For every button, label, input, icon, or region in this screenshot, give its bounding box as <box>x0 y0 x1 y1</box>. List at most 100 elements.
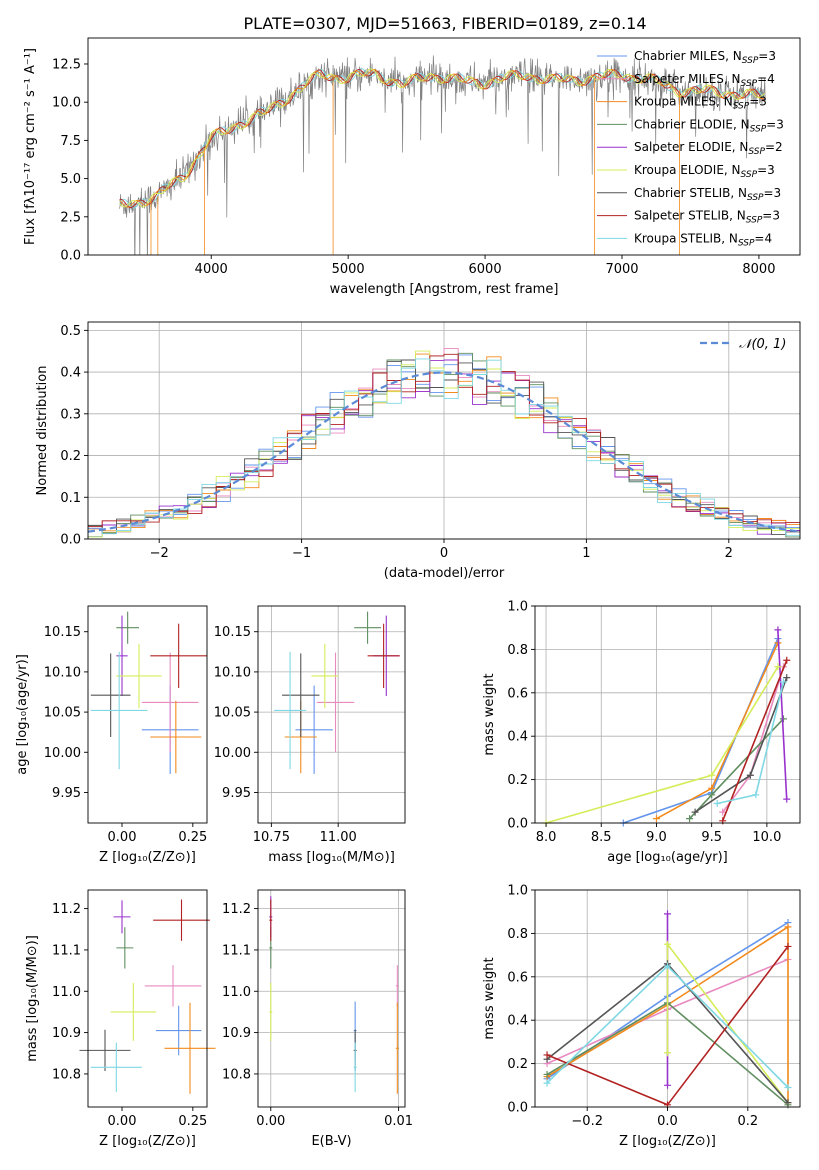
axes-frame <box>257 605 406 824</box>
weight-marker <box>719 808 727 816</box>
x-tick-label: 0.25 <box>178 830 207 845</box>
weight-marker <box>784 1083 792 1091</box>
legend-entry-subscript: SSP <box>733 102 750 112</box>
y-tick-label: 1.0 <box>507 600 528 615</box>
y-tick-label: 10.00 <box>214 746 251 761</box>
y-tick-label: 0.1 <box>60 491 81 506</box>
weight-marker <box>664 962 671 970</box>
x-axis-label: Z [log₁₀(Z/Z⊙)] <box>619 1134 716 1149</box>
x-tick-label: −1 <box>292 546 311 561</box>
legend-entry-count: =4 <box>757 72 775 86</box>
axes-weight_vs_Z: −0.2 0.0 0.2 0.0 0.2 0.4 0.6 0.8 1.0 Z [log₁₀(Z/Z… <box>482 884 801 1149</box>
x-tick-label: 0.01 <box>384 1114 413 1129</box>
legend-entry: Chabrier STELIB, NSSP=3 <box>634 186 781 203</box>
y-tick-label: 0.0 <box>60 533 81 548</box>
legend-entry-name: Chabrier STELIB, N <box>634 186 747 200</box>
legend-entry: Salpeter ELODIE, NSSP=2 <box>634 140 783 157</box>
weight_vs_age-series <box>542 626 791 827</box>
x-tick-label: 8.5 <box>591 830 612 845</box>
mass_vs_Z-points <box>79 899 216 1094</box>
y-axis-label: mass weight <box>482 673 497 755</box>
axes-age_vs_Z: 0.00 0.25 9.95 10.00 10.05 10.10 10.15 Z [log₁₀… <box>15 605 208 865</box>
weight-marker <box>779 678 787 686</box>
age_vs_mass-points <box>274 611 400 774</box>
weight-marker <box>708 771 716 779</box>
y-axis-label: age [log₁₀(age/yr)] <box>15 654 30 775</box>
weight-marker <box>713 799 721 807</box>
x-tick-label: 1 <box>582 546 590 561</box>
x-axis-label: Z [log₁₀(Z/Z⊙)] <box>99 1134 196 1149</box>
legend-entry-subscript: SSP <box>741 170 758 180</box>
x-tick-label: 11.00 <box>320 830 357 845</box>
axes-frame <box>87 889 208 1108</box>
weight-marker <box>652 815 660 823</box>
legend-entry-subscript: SSP <box>748 147 765 157</box>
y-tick-label: 0.6 <box>507 686 528 701</box>
weight-marker <box>774 663 782 671</box>
axes-mass_vs_ebv: 0.00 0.01 10.8 10.9 11.0 11.1 11.2 E(B-V) <box>222 889 413 1149</box>
legend-entry-name: Chabrier ELODIE, N <box>634 117 750 131</box>
y-tick-label: 11.1 <box>222 943 251 958</box>
y-tick-label: 9.95 <box>222 786 251 801</box>
axes-frame <box>534 605 801 824</box>
weight-marker <box>664 910 671 918</box>
x-tick-label: 0.00 <box>256 1114 285 1129</box>
y-axis-label: Normed distribution <box>35 366 50 496</box>
y-tick-label: 1.0 <box>507 884 528 899</box>
y-tick-label: 0.6 <box>507 970 528 985</box>
legend-entry-count: =3 <box>757 163 775 177</box>
y-tick-label: 11.1 <box>52 943 81 958</box>
y-tick-label: 11.2 <box>52 902 81 917</box>
x-tick-label: 10.75 <box>253 830 290 845</box>
y-tick-label: 10.00 <box>44 746 81 761</box>
x-tick-label: −2 <box>150 546 169 561</box>
weight-marker <box>783 656 791 664</box>
residual-histogram-step <box>88 358 800 538</box>
legend-entry-name: Chabrier MILES, N <box>634 49 742 63</box>
weight-marker <box>784 923 792 931</box>
legend-entry: Salpeter STELIB, NSSP=3 <box>634 209 780 226</box>
y-tick-label: 9.95 <box>52 786 81 801</box>
legend-entry-count: =3 <box>749 95 767 109</box>
x-axis-label: Z [log₁₀(Z/Z⊙)] <box>99 850 196 865</box>
weight-marker <box>664 940 671 948</box>
y-tick-label: 0.2 <box>60 449 81 464</box>
residual-histogram-step <box>88 353 800 538</box>
weight-marker <box>708 791 716 799</box>
y-tick-label: 0.4 <box>507 1014 528 1029</box>
legend-entry: Chabrier MILES, NSSP=3 <box>634 49 776 66</box>
axes-frame <box>87 605 208 824</box>
x-tick-label: 8000 <box>742 262 775 277</box>
weight-marker <box>784 942 792 950</box>
y-tick-label: 0.2 <box>507 773 528 788</box>
x-tick-label: 0 <box>440 546 448 561</box>
weight-marker <box>783 674 791 682</box>
y-axis-label: Flux [fλ10⁻¹⁷ erg cm⁻² s⁻¹ A⁻¹] <box>23 48 38 245</box>
normal-legend-label: 𝒩(0, 1) <box>739 337 786 352</box>
legend-entry-count: =3 <box>762 209 780 223</box>
weight_vs_Z-series <box>543 910 792 1109</box>
y-tick-label: 11.0 <box>52 985 81 1000</box>
legend-entry: Salpeter MILES, NSSP=4 <box>634 72 775 89</box>
x-tick-label: 9.0 <box>646 830 667 845</box>
weight-marker <box>664 1049 671 1057</box>
weight-line <box>694 677 788 813</box>
x-tick-label: 5000 <box>332 262 365 277</box>
y-axis-label: mass weight <box>482 957 497 1039</box>
axes-spectrum: 4000 5000 6000 7000 8000 0.0 2.5 5.0 7.5 10.0 12.5… <box>23 37 801 297</box>
x-tick-label: 2 <box>725 546 733 561</box>
x-tick-label: 4000 <box>195 262 228 277</box>
legend-entry: Kroupa STELIB, NSSP=4 <box>634 231 772 248</box>
y-tick-label: 0.0 <box>60 249 81 264</box>
legend-entry-name: Salpeter ELODIE, N <box>634 140 748 154</box>
model-spectrum-line <box>119 68 766 208</box>
y-tick-label: 0.8 <box>507 643 528 658</box>
weight-marker <box>746 771 754 779</box>
axes-mass_vs_Z: 0.00 0.25 10.8 10.9 11.0 11.1 11.2 Z [log₁₀(Z/Z… <box>25 889 208 1149</box>
x-tick-label: 0.0 <box>657 1114 678 1129</box>
y-tick-label: 10.10 <box>44 665 81 680</box>
legend-entry-subscript: SSP <box>742 56 759 66</box>
y-tick-label: 0.5 <box>60 324 81 339</box>
axes-layer: 4000 5000 6000 7000 80000.02.55.07.510.012.5… <box>15 37 801 1149</box>
